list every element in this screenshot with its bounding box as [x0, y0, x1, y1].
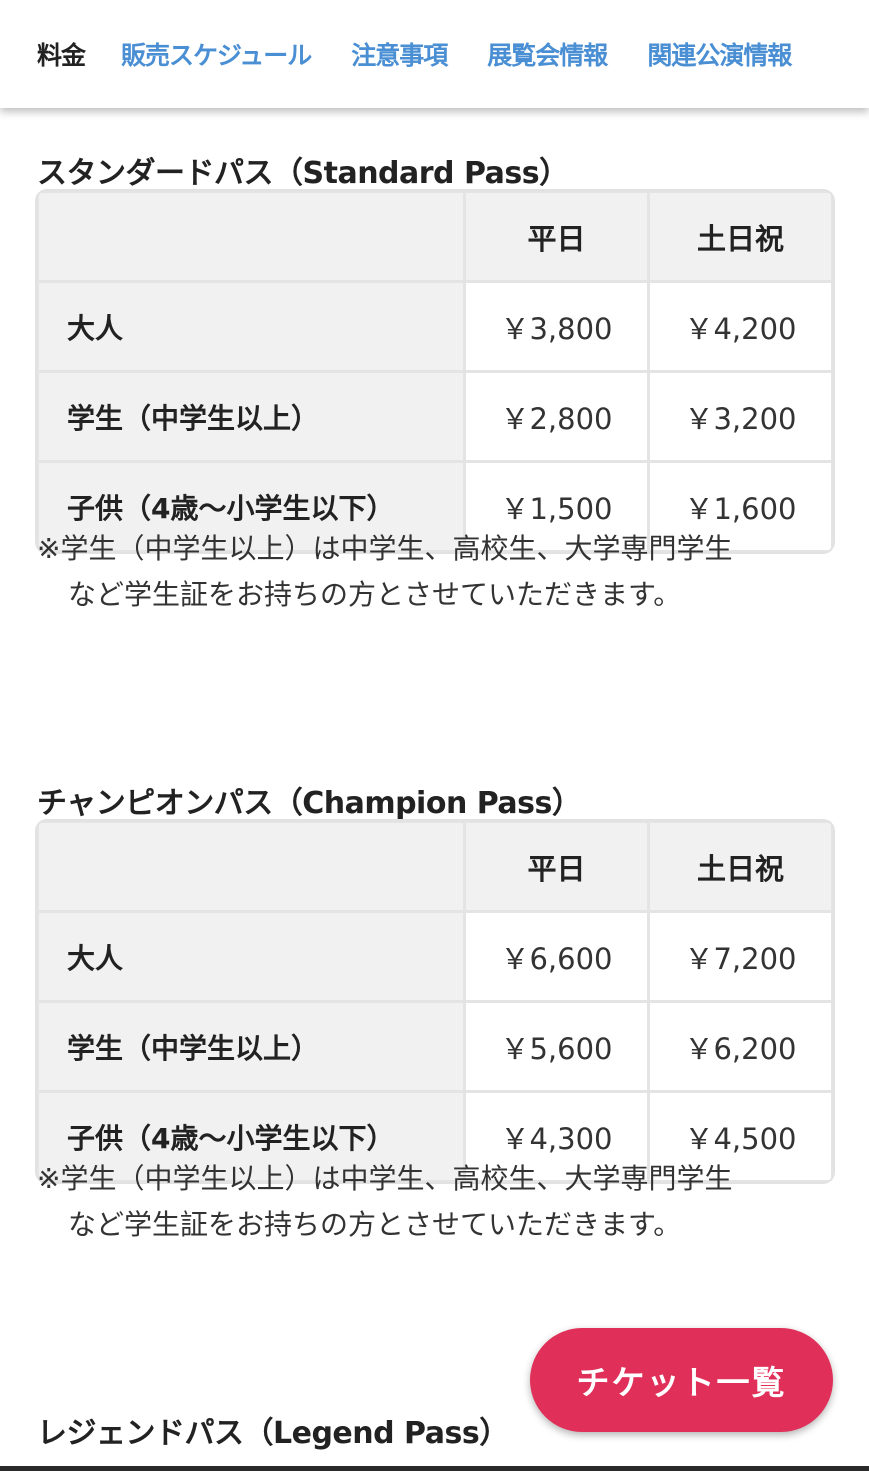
weekday-price: ￥5,600: [466, 1003, 647, 1090]
tab-sales-schedule[interactable]: 販売スケジュール: [121, 41, 312, 70]
table-header-row: 平日 土日祝: [39, 193, 831, 280]
weekday-price: ￥4,300: [466, 1093, 647, 1180]
header-cell: [39, 193, 463, 280]
header-weekday: 平日: [466, 823, 647, 910]
table-row: 子供（4歳〜小学生以下） ￥1,500 ￥1,600: [39, 463, 831, 550]
table-row: 学生（中学生以上） ￥5,600 ￥6,200: [39, 1003, 831, 1090]
tab-price[interactable]: 料金: [37, 41, 86, 70]
holiday-price: ￥7,200: [650, 913, 831, 1000]
student-note: ※学生（中学生以上）は中学生、高校生、大学専門学生 など学生証をお持ちの方とさせ…: [37, 1156, 837, 1248]
row-label: 大人: [39, 283, 463, 370]
table-row: 大人 ￥3,800 ￥4,200: [39, 283, 831, 370]
note-line: など学生証をお持ちの方とさせていただきます。: [68, 1208, 682, 1241]
bottom-bar: [0, 1466, 869, 1471]
weekday-price: ￥3,800: [466, 283, 647, 370]
weekday-price: ￥2,800: [466, 373, 647, 460]
note-line: ※学生（中学生以上）は中学生、高校生、大学専門学生: [37, 532, 733, 565]
section-title: スタンダードパス（Standard Pass）: [37, 156, 569, 191]
table-row: 学生（中学生以上） ￥2,800 ￥3,200: [39, 373, 831, 460]
header-cell: [39, 823, 463, 910]
header-holiday: 土日祝: [650, 823, 831, 910]
header-weekday: 平日: [466, 193, 647, 280]
note-line: ※学生（中学生以上）は中学生、高校生、大学専門学生: [37, 1162, 733, 1195]
section-title: レジェンドパス（Legend Pass）: [37, 1416, 509, 1451]
table-row: 大人 ￥6,600 ￥7,200: [39, 913, 831, 1000]
note-line: など学生証をお持ちの方とさせていただきます。: [68, 578, 682, 611]
row-label: 学生（中学生以上）: [39, 1003, 463, 1090]
header-holiday: 土日祝: [650, 193, 831, 280]
ticket-list-button[interactable]: チケット一覧: [530, 1328, 833, 1432]
holiday-price: ￥4,500: [650, 1093, 831, 1180]
tab-notes[interactable]: 注意事項: [351, 41, 448, 70]
holiday-price: ￥3,200: [650, 373, 831, 460]
weekday-price: ￥1,500: [466, 463, 647, 550]
price-table: 平日 土日祝 大人 ￥6,600 ￥7,200 学生（中学生以上） ￥5,600…: [35, 819, 835, 1184]
table-header-row: 平日 土日祝: [39, 823, 831, 910]
row-label: 子供（4歳〜小学生以下）: [39, 463, 463, 550]
holiday-price: ￥6,200: [650, 1003, 831, 1090]
tab-related-performances[interactable]: 関連公演情報: [647, 41, 792, 70]
section-title: チャンピオンパス（Champion Pass）: [37, 786, 582, 821]
holiday-price: ￥4,200: [650, 283, 831, 370]
price-table: 平日 土日祝 大人 ￥3,800 ￥4,200 学生（中学生以上） ￥2,800…: [35, 189, 835, 554]
holiday-price: ￥1,600: [650, 463, 831, 550]
row-label: 子供（4歳〜小学生以下）: [39, 1093, 463, 1180]
tab-nav: 料金 販売スケジュール 注意事項 展覧会情報 関連公演情報: [0, 0, 869, 108]
row-label: 大人: [39, 913, 463, 1000]
table-row: 子供（4歳〜小学生以下） ￥4,300 ￥4,500: [39, 1093, 831, 1180]
tab-exhibition-info[interactable]: 展覧会情報: [487, 41, 608, 70]
student-note: ※学生（中学生以上）は中学生、高校生、大学専門学生 など学生証をお持ちの方とさせ…: [37, 526, 837, 618]
row-label: 学生（中学生以上）: [39, 373, 463, 460]
weekday-price: ￥6,600: [466, 913, 647, 1000]
